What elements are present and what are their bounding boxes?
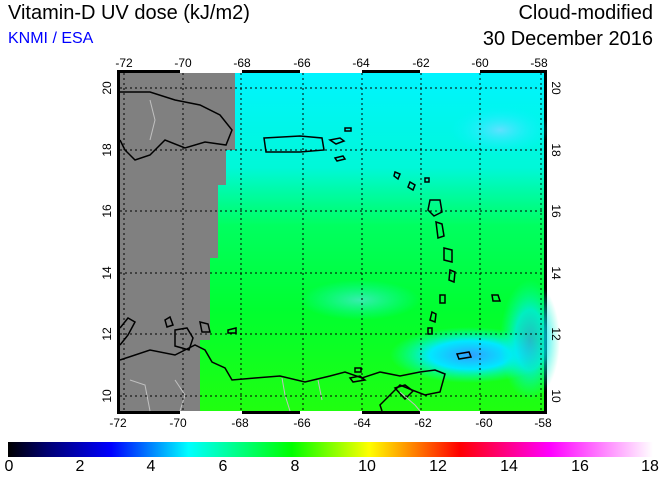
colorbar-label: 18 xyxy=(641,458,659,475)
lat-tick-right: 10 xyxy=(549,389,563,403)
lat-tick-right: 14 xyxy=(549,266,563,280)
colorbar-label: 16 xyxy=(571,458,589,475)
lat-tick-right: 18 xyxy=(549,143,563,157)
organization-label: KNMI / ESA xyxy=(8,30,94,47)
lat-tick-right: 20 xyxy=(549,81,563,95)
lon-tick-bottom: -64 xyxy=(353,416,371,430)
lat-tick-left: 20 xyxy=(100,81,114,95)
lon-tick-top: -66 xyxy=(293,56,311,70)
colorbar-label: 8 xyxy=(290,458,300,475)
lat-tick-left: 10 xyxy=(100,389,114,403)
coastlines xyxy=(119,91,502,412)
lon-tick-bottom: -58 xyxy=(534,416,552,430)
colorbar-label: 10 xyxy=(358,458,376,475)
colorbar-label: 14 xyxy=(500,458,518,475)
borders xyxy=(129,99,421,412)
lon-tick-top: -60 xyxy=(471,56,489,70)
colorbar-label: 12 xyxy=(429,458,447,475)
colorbar-label: 0 xyxy=(4,458,14,475)
lat-tick-right: 12 xyxy=(549,327,563,341)
lon-tick-bottom: -66 xyxy=(293,416,311,430)
no-data-region xyxy=(120,73,235,411)
lon-tick-top: -72 xyxy=(115,56,133,70)
mode-label: Cloud-modified xyxy=(518,2,653,24)
lon-tick-top: -58 xyxy=(530,56,548,70)
colorbar-label: 6 xyxy=(218,458,228,475)
lat-tick-right: 16 xyxy=(549,204,563,218)
lat-tick-left: 12 xyxy=(100,327,114,341)
lat-tick-left: 14 xyxy=(100,266,114,280)
lon-tick-bottom: -70 xyxy=(169,416,187,430)
colorbar-label: 4 xyxy=(146,458,156,475)
colorbar-label: 2 xyxy=(75,458,85,475)
lon-tick-top: -68 xyxy=(233,56,251,70)
map-title: Vitamin-D UV dose (kJ/m2) xyxy=(8,2,250,24)
graticule xyxy=(120,73,544,411)
lat-tick-left: 18 xyxy=(100,143,114,157)
lon-tick-bottom: -60 xyxy=(475,416,493,430)
lon-tick-bottom: -62 xyxy=(414,416,432,430)
colorbar xyxy=(8,442,653,457)
lat-tick-left: 16 xyxy=(100,204,114,218)
lon-tick-bottom: -72 xyxy=(109,416,127,430)
lon-tick-bottom: -68 xyxy=(231,416,249,430)
date-label: 30 December 2016 xyxy=(482,28,653,50)
lon-tick-top: -70 xyxy=(174,56,192,70)
lon-tick-top: -64 xyxy=(352,56,370,70)
lon-tick-top: -62 xyxy=(412,56,430,70)
